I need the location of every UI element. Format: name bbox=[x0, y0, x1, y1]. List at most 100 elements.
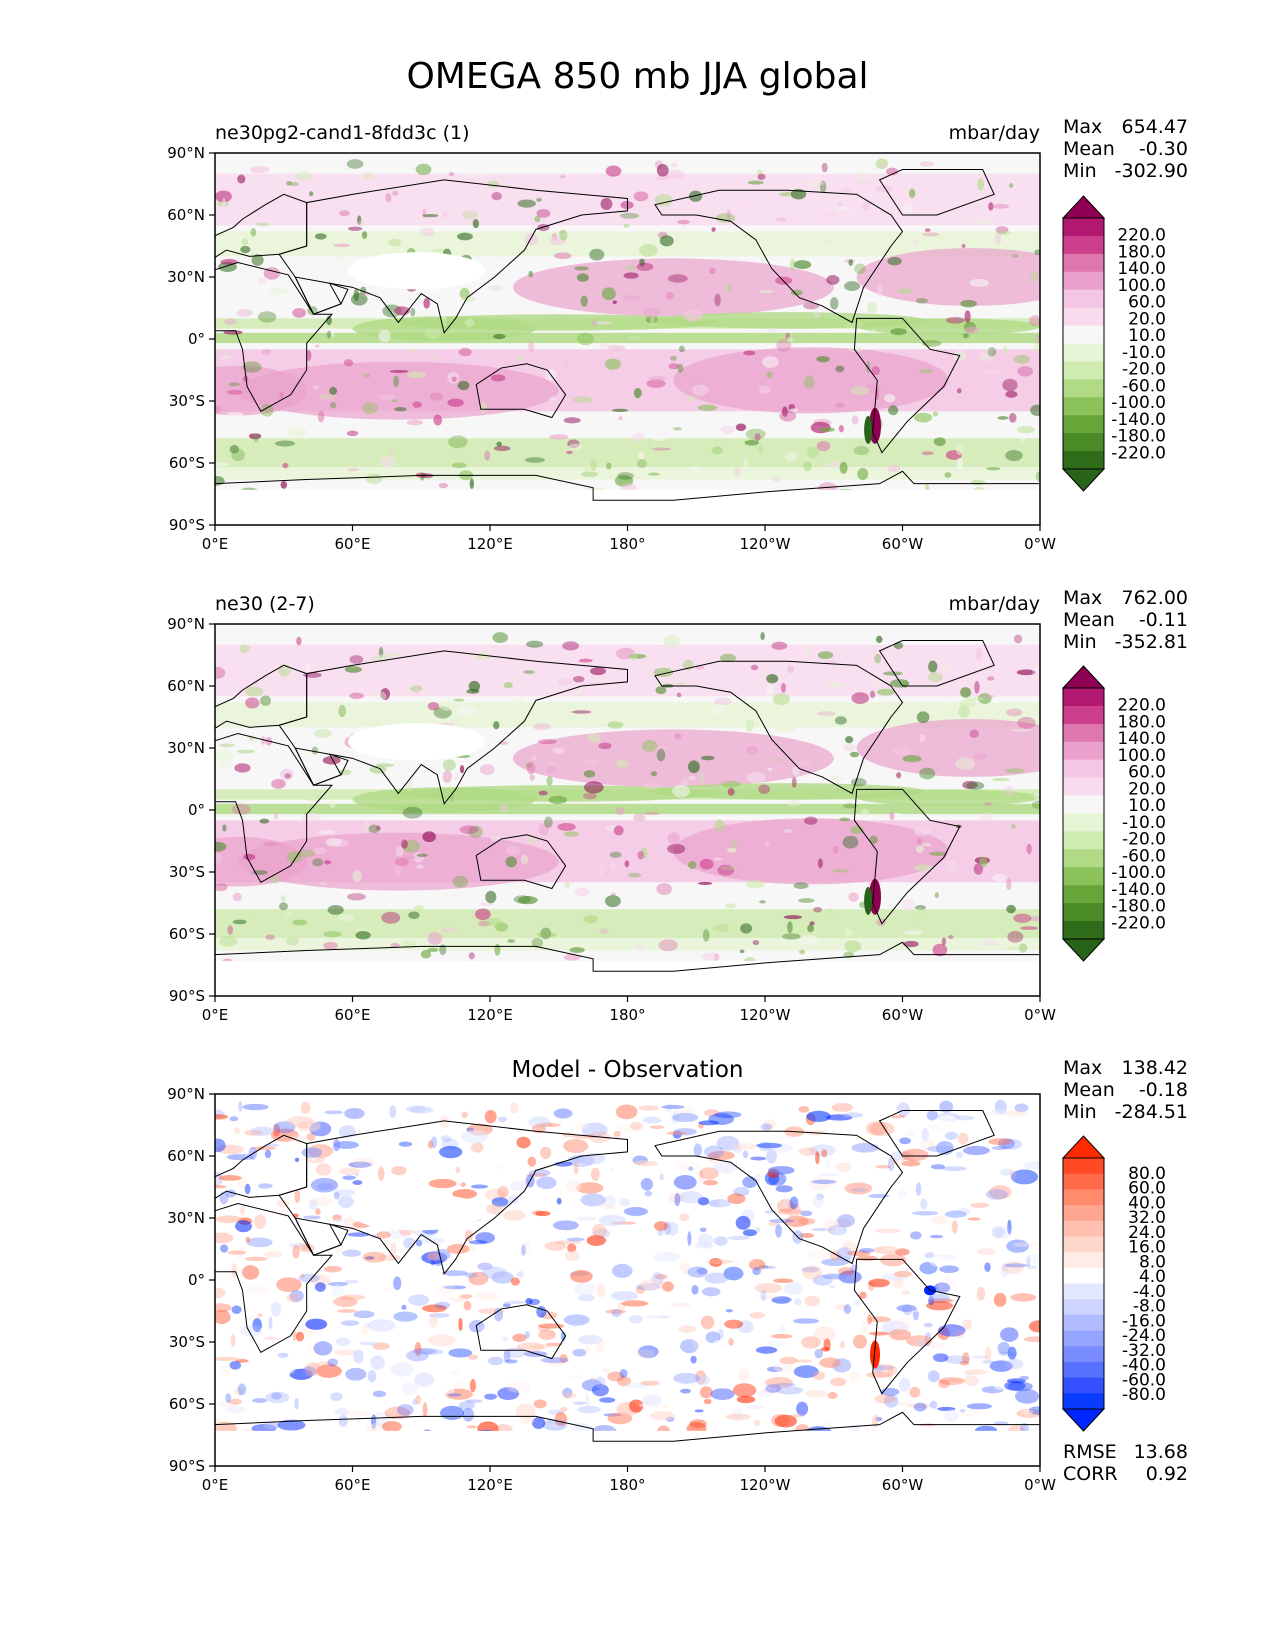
contour-speckle bbox=[881, 1247, 900, 1251]
contour-speckle bbox=[250, 1126, 274, 1136]
contour-speckle bbox=[654, 746, 669, 752]
contour-speckle bbox=[674, 1192, 681, 1207]
contour-speckle bbox=[850, 386, 870, 396]
contour-speckle bbox=[459, 765, 465, 774]
contour-speckle bbox=[611, 1221, 637, 1225]
colorbar-label: 60.0 bbox=[1128, 763, 1166, 783]
contour-speckle bbox=[599, 1397, 616, 1403]
contour-speckle bbox=[271, 778, 286, 789]
contour-speckle bbox=[239, 644, 250, 654]
contour-speckle bbox=[427, 932, 443, 945]
lon-tick-label: 120°E bbox=[467, 1476, 513, 1494]
contour-speckle bbox=[277, 1352, 289, 1358]
contour-speckle bbox=[640, 1380, 660, 1386]
contour-speckle bbox=[673, 1372, 700, 1384]
contour-speckle bbox=[660, 1315, 668, 1319]
contour-speckle bbox=[253, 432, 259, 443]
contour-speckle bbox=[680, 1260, 690, 1276]
contour-speckle bbox=[607, 721, 624, 729]
contour-speckle bbox=[816, 441, 831, 452]
contour-speckle bbox=[687, 760, 700, 774]
contour-speckle bbox=[758, 1260, 766, 1268]
contour-speckle bbox=[297, 849, 316, 857]
contour-speckle bbox=[242, 361, 262, 373]
contour-speckle bbox=[623, 223, 630, 228]
contour-speckle bbox=[760, 1123, 773, 1131]
colorbar-segment bbox=[1063, 307, 1104, 327]
contour-speckle bbox=[406, 371, 426, 378]
contour-speckle bbox=[649, 1410, 676, 1421]
contour-speckle bbox=[605, 165, 622, 177]
contour-speckle bbox=[822, 1273, 848, 1280]
contour-speckle bbox=[485, 1203, 505, 1215]
contour-speckle bbox=[819, 1357, 841, 1368]
contour-speckle bbox=[459, 825, 479, 834]
contour-speckle bbox=[619, 1368, 628, 1378]
contour-speckle bbox=[447, 1296, 469, 1303]
contour-speckle bbox=[993, 1421, 1008, 1425]
contour-speckle bbox=[901, 1160, 921, 1167]
contour-speckle bbox=[468, 1274, 474, 1289]
contour-speckle bbox=[236, 749, 256, 754]
contour-speckle bbox=[292, 1331, 297, 1341]
colorbar-label: 24.0 bbox=[1128, 1223, 1166, 1243]
contour-speckle bbox=[525, 232, 538, 246]
contour-speckle bbox=[1002, 378, 1018, 392]
contour-speckle bbox=[700, 755, 715, 761]
contour-speckle bbox=[807, 1248, 832, 1260]
coastline-arabia bbox=[294, 1217, 349, 1256]
contour-speckle bbox=[295, 1331, 305, 1342]
colorbar-segment bbox=[1063, 1299, 1104, 1316]
contour-speckle bbox=[254, 1214, 267, 1230]
contour-speckle bbox=[933, 1282, 951, 1294]
contour-speckle bbox=[237, 1383, 247, 1396]
contour-speckle bbox=[827, 682, 845, 688]
contour-speckle bbox=[436, 1282, 456, 1296]
contour-speckle bbox=[905, 1130, 915, 1137]
contour-speckle bbox=[344, 666, 362, 673]
contour-speckle bbox=[771, 1296, 792, 1304]
contour-speckle bbox=[728, 654, 741, 666]
contour-speckle bbox=[262, 841, 278, 846]
contour-speckle bbox=[709, 1258, 723, 1267]
colorbar-segment bbox=[1063, 688, 1104, 707]
contour-speckle bbox=[997, 1341, 1010, 1355]
contour-speckle bbox=[275, 440, 296, 447]
contour-speckle bbox=[869, 1331, 890, 1336]
contour-speckle bbox=[562, 1387, 573, 1398]
contour-speckle bbox=[917, 837, 922, 845]
contour-speckle bbox=[754, 1282, 783, 1294]
lon-tick-label: 60°E bbox=[334, 1006, 370, 1024]
colorbar-label: 20.0 bbox=[1128, 309, 1166, 329]
contour-speckle bbox=[410, 685, 423, 692]
contour-speckle bbox=[777, 1208, 803, 1215]
contour-speckle bbox=[246, 1285, 269, 1295]
contour-speckle bbox=[273, 1121, 296, 1134]
contour-speckle bbox=[600, 1204, 616, 1210]
contour-speckle bbox=[785, 1215, 809, 1228]
contour-speckle bbox=[804, 816, 818, 825]
contour-speckle bbox=[360, 286, 367, 295]
contour-speckle bbox=[844, 1182, 873, 1195]
contour-speckle bbox=[928, 1256, 949, 1267]
stat-value-min: -352.81 bbox=[1114, 631, 1188, 653]
contour-speckle bbox=[515, 1403, 536, 1419]
contour-speckle bbox=[829, 775, 843, 782]
contour-speckle bbox=[651, 447, 672, 451]
contour-speckle bbox=[696, 1267, 708, 1275]
contour-speckle bbox=[600, 1337, 613, 1347]
contour-speckle bbox=[915, 845, 924, 854]
contour-speckle bbox=[695, 1374, 710, 1386]
contour-speckle bbox=[352, 870, 362, 882]
contour-speckle bbox=[759, 900, 766, 904]
colorbar-label: 4.0 bbox=[1139, 1267, 1166, 1287]
contour-speckle bbox=[798, 1106, 810, 1113]
contour-speckle bbox=[839, 817, 851, 822]
contour-speckle bbox=[326, 330, 332, 339]
contour-speckle bbox=[750, 1156, 767, 1161]
contour-speckle bbox=[637, 850, 644, 860]
contour-speckle bbox=[215, 1303, 232, 1313]
contour-speckle bbox=[694, 1409, 704, 1413]
contour-speckle bbox=[344, 1108, 365, 1119]
contour-speckle bbox=[1014, 1103, 1029, 1113]
